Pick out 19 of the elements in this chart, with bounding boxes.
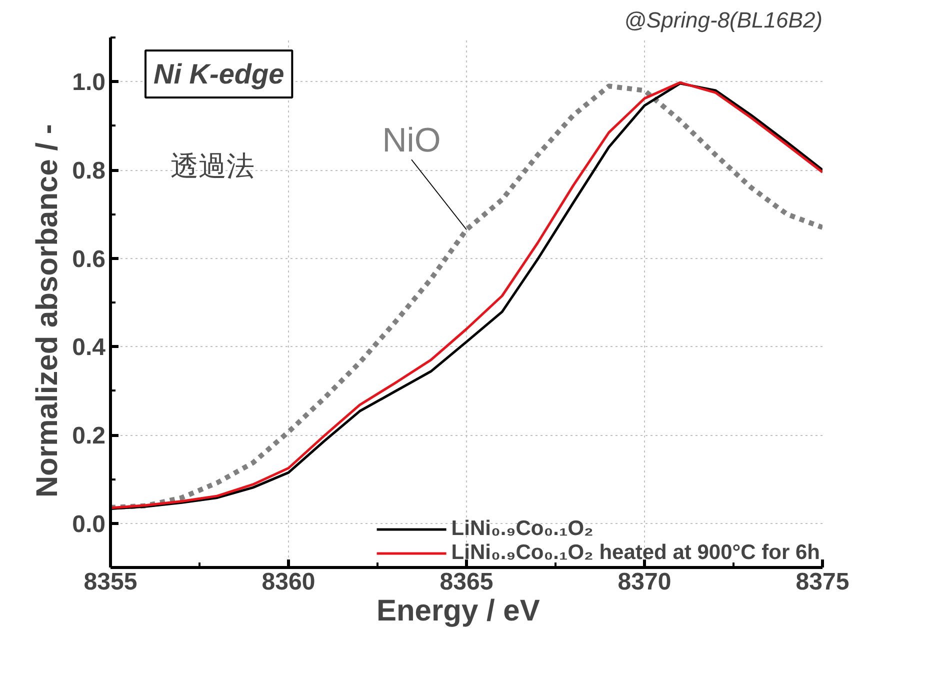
annotation: 透過法	[170, 150, 254, 182]
y-tick-label: 0.8	[72, 158, 106, 184]
legend-label: LiNi₀.₉Co₀.₁O₂	[451, 517, 594, 541]
legend-label: LiNi₀.₉Co₀.₁O₂ heated at 900°C for 6h	[451, 541, 820, 565]
y-tick-label: 0.2	[72, 422, 106, 450]
x-tick-label: 8370	[618, 568, 672, 596]
x-axis-title: Energy / eV	[376, 594, 540, 628]
x-tick-label: 8365	[440, 568, 494, 596]
text: NiO	[382, 122, 441, 160]
x-tick-label: 8375	[796, 568, 850, 596]
y-tick-label: 0.6	[72, 246, 106, 273]
x-tick-label: 8360	[262, 568, 316, 596]
y-tick-label: 0.4	[72, 334, 106, 362]
y-tick-label: 1.0	[72, 69, 106, 96]
y-tick-label: 0.0	[72, 510, 106, 538]
y-axis-title: Normalized absorbance / -	[31, 124, 64, 498]
annotation: Ni K-edge	[154, 58, 284, 90]
text: @Spring-8(BL16B2)	[624, 8, 823, 32]
x-tick-label: 8355	[84, 568, 138, 596]
